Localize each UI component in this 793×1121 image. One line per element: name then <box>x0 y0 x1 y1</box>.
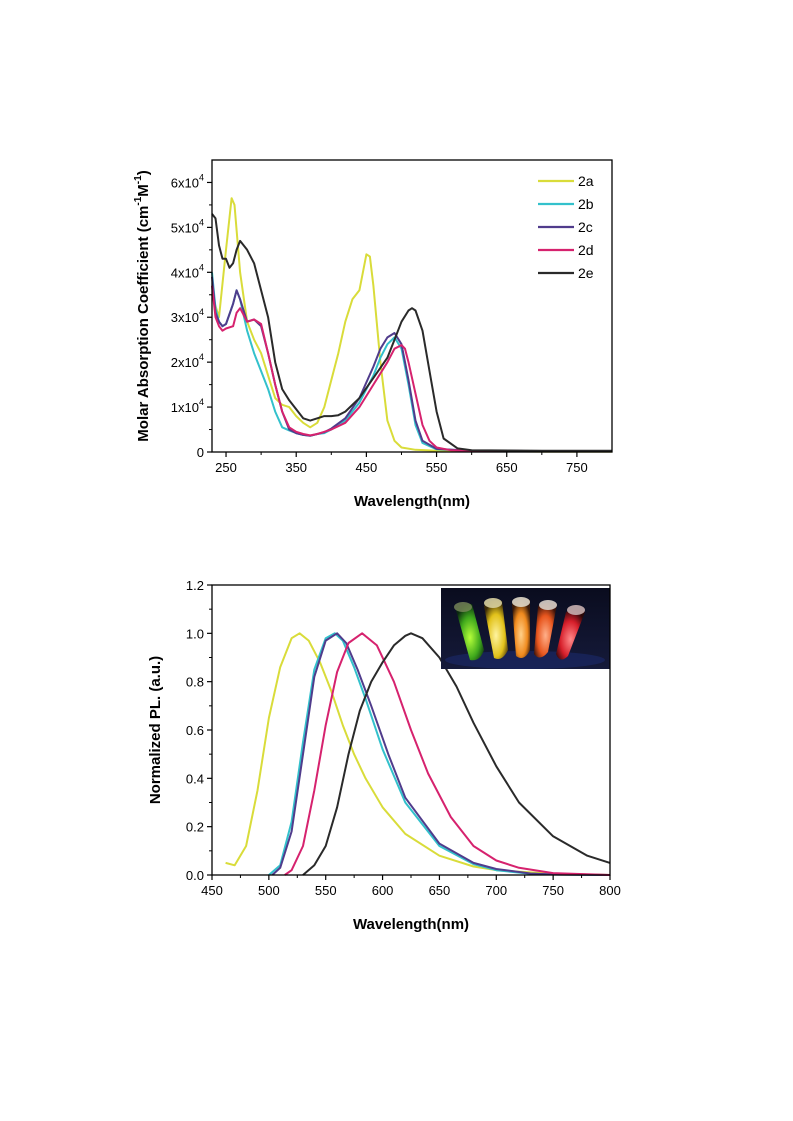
vial-yellow <box>484 598 508 659</box>
pl-y-tick-label: 1.0 <box>186 626 204 641</box>
absorption-x-tick-label: 550 <box>426 460 448 475</box>
pl-axis-ticks: 450 500 550 600 650 700 750 800 0.0 0.2 0.4 0.6 0.8 1… <box>186 578 621 898</box>
pl-x-tick-label: 550 <box>315 883 337 898</box>
pl-series-1-line <box>225 632 611 876</box>
absorption-y-tick-label: 0 <box>197 445 204 460</box>
pl-x-tick-label: 700 <box>485 883 507 898</box>
pl-x-tick-label: 500 <box>258 883 280 898</box>
legend-label-2d: 2d <box>578 242 594 258</box>
absorption-y-tick-label: 1x104 <box>171 397 204 415</box>
absorption-y-axis-title: Molar Absorption Coefficient (cm-1M-1) <box>133 170 152 441</box>
absorption-plot-frame <box>211 159 613 453</box>
absorption-x-tick-label: 450 <box>356 460 378 475</box>
pl-y-tick-label: 0.0 <box>186 868 204 883</box>
pl-plot-area <box>225 632 611 876</box>
absorption-x-tick-label: 750 <box>566 460 588 475</box>
absorption-x-tick-label: 350 <box>285 460 307 475</box>
pl-y-tick-label: 0.2 <box>186 820 204 835</box>
vial-orange <box>512 597 530 658</box>
absorption-x-tick-label: 250 <box>215 460 237 475</box>
vials-photo-inset <box>441 588 610 669</box>
absorption-plot-area <box>211 197 612 453</box>
absorption-series-2c-line <box>211 276 612 453</box>
vial-red <box>556 605 585 660</box>
absorption-x-tick-label: 650 <box>496 460 518 475</box>
vial-green <box>454 602 484 661</box>
pl-chart: 450 500 550 600 650 700 750 800 0.0 0.2 0.4 0.6 0.8 1… <box>147 578 621 933</box>
absorption-series-2d-line <box>211 285 612 453</box>
legend-label-2c: 2c <box>578 219 593 235</box>
pl-x-tick-label: 450 <box>201 883 223 898</box>
absorption-axis-ticks: 250 350 450 550 650 750 0 1x104 2x104 3x104 4x104 5… <box>171 172 588 475</box>
pl-x-tick-label: 600 <box>372 883 394 898</box>
absorption-y-tick-label: 5x104 <box>171 217 204 235</box>
absorption-series-2b-line <box>211 272 612 453</box>
absorption-x-axis-title: Wavelength(nm) <box>354 493 470 510</box>
pl-series-3-line <box>271 632 611 876</box>
pl-y-tick-label: 0.8 <box>186 675 204 690</box>
pl-x-tick-label: 650 <box>429 883 451 898</box>
absorption-legend: 2a 2b 2c 2d 2e <box>538 173 594 281</box>
pl-x-tick-label: 750 <box>542 883 564 898</box>
legend-label-2b: 2b <box>578 196 594 212</box>
absorption-y-tick-label: 6x104 <box>171 172 204 190</box>
absorption-y-tick-label: 4x104 <box>171 262 204 280</box>
absorption-series-2a-line <box>211 197 612 453</box>
absorption-y-tick-label: 2x104 <box>171 352 204 370</box>
pl-series-5-line <box>302 632 611 876</box>
pl-x-tick-label: 800 <box>599 883 621 898</box>
pl-y-tick-label: 1.2 <box>186 578 204 593</box>
pl-series-2-line <box>268 632 611 876</box>
pl-y-tick-label: 0.4 <box>186 771 204 786</box>
legend-label-2e: 2e <box>578 265 594 281</box>
legend-label-2a: 2a <box>578 173 594 189</box>
pl-x-axis-title: Wavelength(nm) <box>353 916 469 933</box>
vial-orange-red <box>534 600 557 658</box>
pl-y-tick-label: 0.6 <box>186 723 204 738</box>
pl-series-4-line <box>284 632 611 876</box>
absorption-chart: 250 350 450 550 650 750 0 1x104 2x104 3x104 4x104 5… <box>133 159 613 510</box>
absorption-series-2e-line <box>211 213 612 452</box>
absorption-y-tick-label: 3x104 <box>171 307 204 325</box>
pl-y-axis-title: Normalized PL. (a.u.) <box>147 656 164 804</box>
